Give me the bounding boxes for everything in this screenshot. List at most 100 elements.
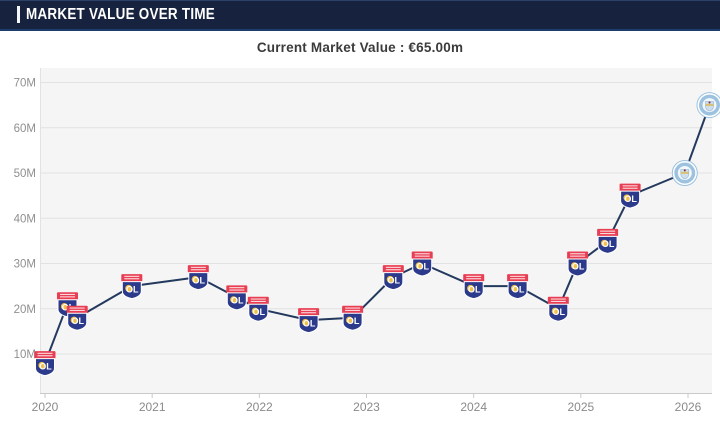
ol-lion: [551, 307, 559, 315]
header-accent-bar: [17, 6, 20, 23]
ol-banner-text: [622, 187, 638, 189]
ol-badge-marker[interactable]: OL: [121, 274, 143, 300]
ol-banner: [298, 308, 320, 316]
ol-badge-marker[interactable]: OL: [247, 296, 269, 322]
y-axis-tick-label: 60M: [14, 123, 36, 135]
ol-lion: [510, 284, 518, 292]
ol-banner-text: [250, 298, 266, 300]
ol-banner: [382, 265, 404, 273]
ol-banner: [187, 265, 209, 273]
ol-banner: [597, 228, 619, 237]
ol-banner: [567, 251, 589, 259]
ol-banner: [34, 351, 56, 359]
ol-banner-text: [37, 352, 53, 354]
y-axis-tick-label: 30M: [14, 259, 36, 271]
y-axis-tick-label: 70M: [14, 78, 36, 90]
ol-banner: [411, 251, 433, 259]
x-axis-tick-label: 2025: [567, 400, 594, 414]
ol-banner: [57, 292, 78, 300]
ol-banner-text: [301, 312, 317, 314]
ol-letters: OL: [303, 318, 316, 328]
ol-badge-marker[interactable]: OL: [187, 265, 209, 291]
ol-letters: OL: [468, 284, 481, 294]
ol-banner-text: [550, 298, 566, 300]
ol-badge-marker[interactable]: OL: [342, 305, 364, 331]
ol-letters: OL: [416, 262, 429, 272]
city-shield-rose: [708, 101, 711, 104]
man-city-badge-marker[interactable]: [671, 160, 698, 186]
ol-banner-text: [69, 309, 85, 311]
ol-banner: [247, 296, 269, 305]
ol-banner-text: [190, 269, 206, 271]
ol-banner-text: [414, 253, 430, 255]
ol-letters: OL: [253, 307, 266, 317]
ol-banner-text: [60, 296, 75, 298]
ol-badge-marker[interactable]: OL: [507, 274, 529, 300]
ol-letters: OL: [624, 194, 637, 204]
ol-badge-marker[interactable]: OL: [547, 296, 569, 322]
x-axis-tick-label: 2022: [246, 400, 273, 414]
ol-lion: [38, 361, 46, 369]
ol-banner-text: [466, 275, 482, 277]
ol-letters: OL: [231, 296, 244, 306]
ol-badge-marker[interactable]: OL: [298, 308, 320, 334]
ol-lion: [70, 316, 78, 324]
ol-banner-text: [60, 293, 75, 295]
ol-lion: [230, 296, 237, 303]
ol-lion: [467, 284, 474, 292]
header-bar: MARKET VALUE OVER TIME: [0, 0, 720, 31]
ol-banner: [121, 274, 143, 282]
ol-banner-text: [466, 278, 482, 280]
ol-banner-text: [69, 307, 85, 309]
ol-badge-marker[interactable]: OL: [463, 274, 485, 300]
ol-lion: [415, 262, 423, 270]
city-shield-band: [680, 171, 689, 174]
x-axis-tick-label: 2023: [353, 400, 380, 414]
ol-banner-text: [385, 266, 401, 268]
ol-banner: [226, 285, 248, 293]
ol-badge-marker[interactable]: OL: [34, 351, 56, 377]
ol-banner-text: [550, 300, 566, 302]
ol-letters: OL: [572, 262, 585, 272]
ol-banner-text: [510, 275, 526, 277]
ol-banner-text: [190, 266, 206, 268]
ol-banner-text: [301, 309, 317, 311]
ol-badge-marker[interactable]: OL: [226, 285, 248, 311]
x-axis-tick-label: 2020: [32, 400, 59, 414]
y-axis-tick-label: 20M: [14, 304, 36, 316]
city-shield-band: [705, 103, 714, 106]
ol-banner-text: [622, 185, 638, 187]
ol-banner-text: [414, 255, 430, 257]
ol-badge-marker[interactable]: OL: [66, 305, 88, 331]
ol-banner: [342, 305, 364, 314]
ol-banner-text: [345, 309, 361, 311]
ol-lion: [346, 316, 353, 324]
city-shield-rose: [683, 169, 686, 172]
current-market-value-label: Current Market Value : €65.00m: [256, 40, 464, 55]
y-axis-tick-label: 50M: [14, 168, 36, 180]
ol-badge-marker[interactable]: OL: [567, 251, 589, 277]
ol-letters: OL: [512, 284, 525, 294]
ol-lion: [60, 303, 68, 310]
ol-badge-marker[interactable]: OL: [597, 228, 619, 254]
ol-lion: [386, 275, 394, 283]
page-title: MARKET VALUE OVER TIME: [26, 6, 215, 23]
ol-banner-text: [385, 269, 401, 271]
y-axis-tick-label: 10M: [14, 349, 36, 361]
ol-badge-marker[interactable]: OL: [619, 183, 641, 209]
ol-banner: [507, 274, 529, 282]
ol-lion: [191, 275, 199, 283]
ol-lion: [601, 239, 608, 247]
ol-lion: [302, 318, 309, 326]
ol-badge-marker[interactable]: OL: [382, 265, 404, 291]
ol-banner-text: [250, 300, 266, 302]
ol-badge-marker[interactable]: OL: [411, 251, 433, 277]
man-city-badge-marker[interactable]: [696, 92, 720, 119]
ol-letters: OL: [39, 361, 52, 371]
ol-banner-text: [124, 278, 140, 280]
ol-letters: OL: [347, 316, 360, 326]
ol-banner: [463, 274, 485, 282]
ol-banner-text: [570, 255, 586, 257]
